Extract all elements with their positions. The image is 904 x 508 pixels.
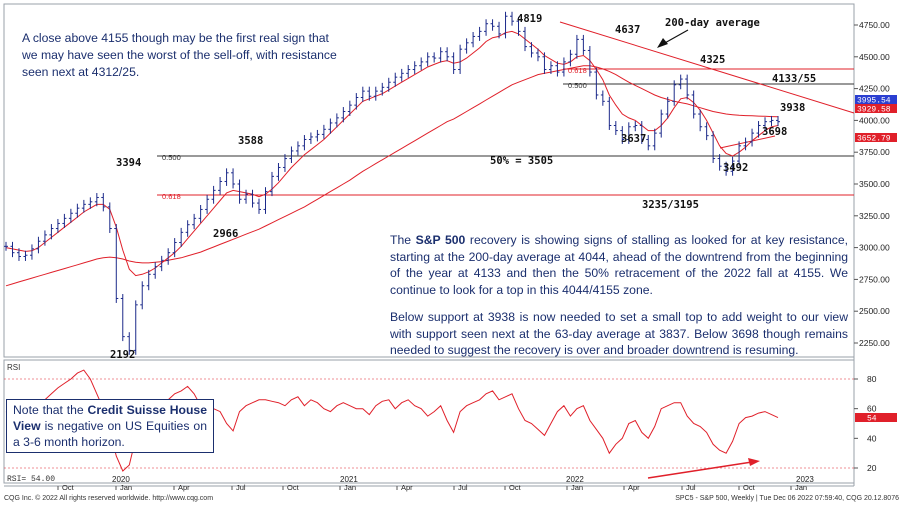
downtrend-line xyxy=(559,21,855,114)
label-2966: 2966 xyxy=(213,228,238,240)
arrow-head-icon xyxy=(657,38,668,48)
price-badge-ma2-text: 3652.79 xyxy=(857,135,891,144)
label-4325: 4325 xyxy=(700,54,725,66)
time-axis-labels: Oct Jan Apr Jul Oct Jan Apr Jul Oct Jan Apr Jul Oct J… xyxy=(57,475,814,492)
price-badge-ma-text: 3929.58 xyxy=(857,106,891,115)
time-month-label: Jan xyxy=(344,483,356,492)
price-tick-label: 2500.00 xyxy=(859,306,890,316)
price-badge-ma2 xyxy=(855,133,897,142)
arrow-head-icon xyxy=(748,458,760,466)
label-4819: 4819 xyxy=(517,13,542,25)
ma-short-path xyxy=(5,30,779,277)
time-month-label: Jul xyxy=(236,483,246,492)
footer-copyright: CQG Inc. © 2022 All rights reserved worl… xyxy=(4,494,213,502)
footer-instrument: SPC5 - S&P 500, Weekly | Tue Dec 06 2022… xyxy=(675,495,899,502)
time-month-label: Jul xyxy=(686,483,696,492)
time-year-label: 2021 xyxy=(340,475,358,484)
rsi-divergence-arrow xyxy=(647,461,753,479)
note-right-p1-pre: The xyxy=(390,233,416,247)
label-3698: 3698 xyxy=(762,126,787,138)
price-tick-label: 4250.00 xyxy=(859,84,890,94)
time-month-label: Oct xyxy=(743,483,756,492)
label-3235-3195: 3235/3195 xyxy=(642,199,699,211)
label-3588: 3588 xyxy=(238,135,263,147)
time-month-label: Oct xyxy=(509,483,522,492)
rsi-tick-label: 60 xyxy=(867,404,877,414)
note-right-paragraph-1: The S&P 500 recovery is showing signs of… xyxy=(390,232,848,298)
label-3492: 3492 xyxy=(723,162,748,174)
rsi-axis-ticks: 80 60 40 20 xyxy=(854,374,877,473)
rsi-badge xyxy=(855,413,897,422)
time-year-label: 2022 xyxy=(566,475,584,484)
price-tick-label: 3500.00 xyxy=(859,179,890,189)
time-month-label: Jul xyxy=(458,483,468,492)
note-house-bold: Credit Suisse House View xyxy=(13,403,207,433)
rsi-badge-text: 54 xyxy=(867,415,877,424)
rsi-title: RSI xyxy=(7,363,20,372)
label-3394: 3394 xyxy=(116,157,141,169)
label-3938: 3938 xyxy=(780,102,805,114)
price-bars xyxy=(4,11,780,355)
note-house-post: is negative on US Equities on a 3-6 mont… xyxy=(13,419,207,449)
label-50pct-3505: 50% = 3505 xyxy=(490,155,553,167)
time-month-label: Jan xyxy=(120,483,132,492)
note-house-view: Note that the Credit Suisse House View i… xyxy=(6,399,214,453)
price-tick-label: 4500.00 xyxy=(859,52,890,62)
price-tick-label: 4000.00 xyxy=(859,115,890,125)
price-tick-label: 2250.00 xyxy=(859,338,890,348)
retracement-label-618: 0.618 xyxy=(162,192,181,201)
retracement-label-500-2022: 0.500 xyxy=(568,81,587,90)
ma-200-path xyxy=(5,65,779,287)
time-month-label: Oct xyxy=(62,483,75,492)
rsi-tick-label: 80 xyxy=(867,374,877,384)
time-month-label: Apr xyxy=(178,483,190,492)
ma-short-line xyxy=(5,30,779,277)
price-axis-ticks: 4750.00 4500.00 4250.00 4000.00 3750.00 3500.… xyxy=(854,20,890,348)
price-badge-ma xyxy=(855,104,897,113)
price-tick-label: 3750.00 xyxy=(859,147,890,157)
rsi-tick-label: 40 xyxy=(867,433,877,443)
time-month-label: Jan xyxy=(795,483,807,492)
label-2192: 2192 xyxy=(110,349,135,361)
retracement-label-618-2022: 0.618 xyxy=(568,66,587,75)
price-tick-label: 2750.00 xyxy=(859,274,890,284)
rsi-tick-label: 20 xyxy=(867,463,877,473)
price-tick-label: 4750.00 xyxy=(859,20,890,30)
time-month-label: Apr xyxy=(401,483,413,492)
price-tick-label: 3250.00 xyxy=(859,211,890,221)
rsi-readout: RSI= 54.00 xyxy=(7,475,55,484)
ma-callout-arrow xyxy=(662,29,689,45)
note-right-p1-post: recovery is showing signs of stalling as… xyxy=(390,233,849,297)
retracement-label-500: 0.500 xyxy=(162,153,181,162)
note-top: A close above 4155 though may be the fir… xyxy=(22,31,337,79)
time-month-label: Oct xyxy=(287,483,300,492)
price-badge-last-text: 3995.54 xyxy=(857,97,891,106)
price-badge-last xyxy=(855,95,897,104)
note-right: The S&P 500 recovery is showing signs of… xyxy=(390,232,848,370)
note-right-paragraph-2: Below support at 3938 is now needed to s… xyxy=(390,310,848,357)
time-month-label: Apr xyxy=(628,483,640,492)
note-house-pre: Note that the xyxy=(13,403,88,417)
label-3637: 3637 xyxy=(621,133,646,145)
time-year-label: 2020 xyxy=(112,475,130,484)
price-tick-label: 3000.00 xyxy=(859,243,890,253)
ma-200-line xyxy=(5,65,779,287)
time-month-label: Jan xyxy=(571,483,583,492)
label-200-day-average: 200-day average xyxy=(665,17,760,29)
time-year-label: 2023 xyxy=(796,475,814,484)
note-right-p1-bold: S&P 500 xyxy=(415,233,466,247)
label-4133: 4133/55 xyxy=(772,73,816,85)
label-4637: 4637 xyxy=(615,24,640,36)
